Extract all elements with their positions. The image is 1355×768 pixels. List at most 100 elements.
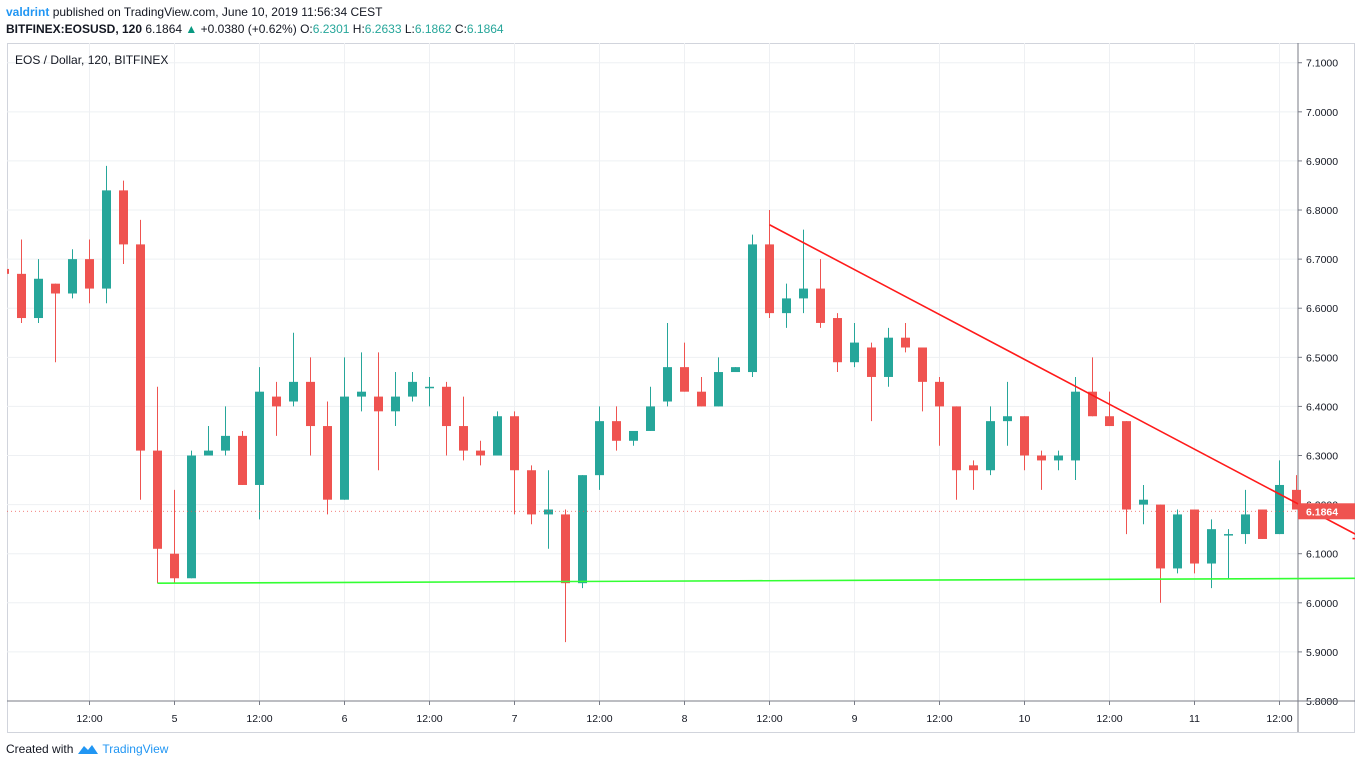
last-price-badge [1298, 503, 1355, 520]
publish-info: published on TradingView.com, June 10, 2… [52, 5, 383, 19]
candle-body [34, 278, 43, 319]
candle [136, 219, 145, 500]
support-line [157, 577, 1355, 584]
x-tick-label: 6 [342, 713, 348, 725]
candle [442, 381, 451, 456]
candle [187, 450, 196, 579]
candle-body [884, 337, 893, 377]
candle-body [119, 190, 128, 245]
candle-body [136, 244, 145, 451]
candle [17, 239, 26, 323]
candle [85, 239, 94, 304]
candle-body [323, 426, 332, 500]
price-change: +0.0380 (+0.62%) [200, 22, 297, 36]
candle [1105, 391, 1114, 427]
chart-title: EOS / Dollar, 120, BITFINEX [15, 53, 168, 67]
y-tick-label: 5.9000 [1306, 647, 1338, 659]
open-label: O: [300, 22, 313, 36]
x-tick-label: 12:00 [246, 713, 272, 725]
candle [306, 357, 315, 456]
candle [867, 342, 876, 422]
close-label: C: [454, 22, 467, 36]
candle-body [17, 273, 26, 319]
candle-body [918, 347, 927, 382]
candle-body [867, 347, 876, 377]
candle [646, 386, 655, 431]
candle-body [1207, 529, 1216, 564]
x-tick-label: 11 [1189, 713, 1200, 725]
candle [119, 180, 128, 265]
candle-body [901, 337, 910, 348]
candle [850, 322, 859, 368]
x-tick-label: 12:00 [416, 713, 442, 725]
candle [408, 372, 417, 402]
candle [153, 386, 162, 584]
candle-body [799, 288, 808, 299]
candle [204, 426, 213, 456]
candle [289, 332, 298, 407]
candle [901, 322, 910, 353]
candle [476, 440, 485, 466]
candle [34, 259, 43, 323]
candle [323, 401, 332, 515]
x-tick-label: 12:00 [76, 713, 102, 725]
candle-body [306, 381, 315, 427]
candle [357, 352, 366, 412]
footer: Created with TradingView [6, 742, 168, 756]
candle-body [1037, 455, 1046, 461]
candle [884, 327, 893, 387]
candle-body [663, 367, 672, 402]
candle-body [1173, 514, 1182, 569]
candle [391, 372, 400, 427]
candle-body [697, 391, 706, 407]
candle-body [748, 244, 757, 373]
candle-body [493, 416, 502, 456]
candlestick-chart[interactable]: 5.80005.90006.00006.10006.20006.30006.40… [0, 43, 1355, 733]
candle [170, 489, 179, 584]
candle-body [51, 283, 60, 294]
candle-body [0, 268, 9, 274]
author-link[interactable]: valdrint [6, 5, 50, 19]
tradingview-brand[interactable]: TradingView [102, 742, 169, 756]
candle [1037, 450, 1046, 490]
candle-body [935, 381, 944, 407]
up-arrow-icon: ▲ [185, 22, 198, 36]
candle-body [153, 450, 162, 549]
candle [1020, 416, 1029, 471]
chart-panel[interactable]: 5.80005.90006.00006.10006.20006.30006.40… [0, 43, 1355, 733]
x-tick-label: 12:00 [1096, 713, 1122, 725]
candle [765, 210, 774, 319]
candle-body [1122, 421, 1131, 510]
tradingview-logo-icon [78, 745, 99, 754]
candle-body [459, 426, 468, 451]
candle [748, 234, 757, 377]
candle-body [340, 396, 349, 500]
candle-body [170, 553, 179, 579]
candle-body [1190, 509, 1199, 564]
candle [1054, 450, 1063, 471]
x-tick-label: 7 [512, 713, 518, 725]
candle [731, 367, 740, 373]
candle-body [1241, 514, 1250, 535]
candle-body [1224, 534, 1233, 536]
candle-body [612, 421, 621, 441]
y-tick-label: 6.7000 [1306, 254, 1338, 266]
candle [578, 475, 587, 589]
candle-body [272, 396, 281, 407]
y-tick-label: 6.4000 [1306, 401, 1338, 413]
low-label: L: [404, 22, 415, 36]
high-value: 6.2633 [364, 22, 402, 36]
x-tick-label: 12:00 [1266, 713, 1292, 725]
candle [986, 406, 995, 476]
candle-body [714, 372, 723, 407]
candle-body [578, 475, 587, 584]
y-tick-label: 5.8000 [1306, 696, 1338, 708]
candle [1207, 519, 1216, 589]
x-tick-label: 12:00 [756, 713, 782, 725]
close-value: 6.1864 [466, 22, 504, 36]
candle-body [1156, 504, 1165, 569]
candle-body [731, 367, 740, 373]
candle-body [1275, 484, 1284, 535]
candle-body [629, 430, 638, 441]
candle [782, 283, 791, 328]
